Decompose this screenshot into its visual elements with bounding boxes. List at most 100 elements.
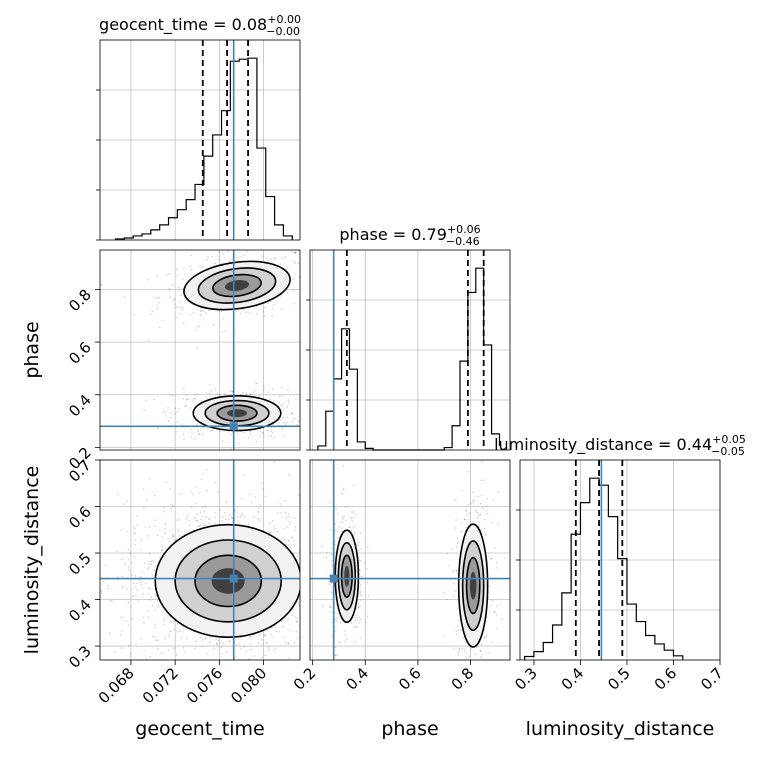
sample-point <box>231 258 233 260</box>
sample-point <box>287 642 290 644</box>
sample-point <box>223 393 226 395</box>
sample-point <box>469 648 472 650</box>
sample-point <box>491 599 494 602</box>
sample-point <box>197 525 199 528</box>
sample-point <box>214 262 216 265</box>
sample-point <box>176 274 179 277</box>
sample-point <box>318 604 320 606</box>
sample-point <box>127 601 130 604</box>
sample-point <box>143 621 145 624</box>
y-tick-label: 0.4 <box>65 596 95 626</box>
sample-point <box>316 541 318 543</box>
sample-point <box>320 533 322 535</box>
sample-point <box>337 402 339 404</box>
sample-point <box>329 528 331 531</box>
sample-point <box>334 654 337 656</box>
panel-frame <box>99 459 301 661</box>
sample-point <box>343 630 346 632</box>
sample-point <box>170 630 172 632</box>
sample-point <box>295 630 298 633</box>
sample-point <box>204 637 207 639</box>
sample-point <box>235 310 238 312</box>
sample-point <box>328 565 330 567</box>
sample-point <box>342 464 345 467</box>
sample-point <box>177 286 180 289</box>
sample-point <box>304 420 306 422</box>
x-tick-label: 0.5 <box>604 664 634 694</box>
sample-point <box>303 612 305 614</box>
sample-point <box>195 502 197 504</box>
sample-point <box>239 516 242 519</box>
sample-point <box>360 548 363 550</box>
sample-point <box>221 262 223 264</box>
sample-point <box>294 525 297 528</box>
sample-point <box>268 398 271 401</box>
sample-point <box>158 301 161 304</box>
sample-point <box>283 527 286 530</box>
sample-point <box>493 611 496 613</box>
sample-point <box>194 666 196 668</box>
sample-point <box>484 532 487 535</box>
sample-point <box>281 620 284 622</box>
sample-point <box>157 427 159 429</box>
x-tick-label: 0.2 <box>290 664 320 694</box>
sample-point <box>258 517 261 520</box>
sample-point <box>325 556 328 559</box>
x-axis-label: phase <box>381 718 438 740</box>
sample-point <box>136 588 138 591</box>
sample-point <box>472 688 474 690</box>
sample-point <box>217 702 219 704</box>
sample-point <box>250 393 252 395</box>
sample-point <box>165 481 168 484</box>
sample-point <box>481 655 483 657</box>
sample-point <box>143 587 145 589</box>
sample-point <box>337 512 340 515</box>
sample-point <box>307 529 309 531</box>
sample-point <box>178 300 181 303</box>
sample-point <box>207 517 210 520</box>
sample-point <box>129 652 132 655</box>
sample-point <box>180 294 182 297</box>
sample-point <box>86 628 88 630</box>
sample-point <box>360 532 362 534</box>
sample-point <box>122 585 124 587</box>
sample-point <box>283 625 285 627</box>
sample-point <box>223 511 226 514</box>
sample-point <box>285 422 287 424</box>
sample-point <box>229 433 232 436</box>
sample-point <box>273 461 275 463</box>
sample-point <box>157 604 160 606</box>
sample-point <box>170 508 173 510</box>
sample-point <box>167 406 169 409</box>
sample-point <box>196 325 198 328</box>
sample-point <box>356 607 358 610</box>
sample-point <box>243 474 245 477</box>
sample-point <box>357 544 360 547</box>
sample-point <box>185 398 188 401</box>
sample-point <box>198 525 201 527</box>
truth-marker <box>229 574 238 583</box>
sample-point <box>155 565 157 568</box>
sample-point <box>315 576 317 578</box>
sample-point <box>354 626 357 629</box>
sample-point <box>109 600 111 603</box>
sample-point <box>262 488 265 490</box>
sample-point <box>198 265 201 267</box>
sample-point <box>488 652 490 654</box>
sample-point <box>156 639 159 642</box>
sample-point <box>171 703 173 705</box>
sample-point <box>359 592 362 595</box>
sample-point <box>208 383 211 386</box>
sample-point <box>154 626 157 628</box>
sample-point <box>340 492 343 494</box>
sample-point <box>365 621 368 624</box>
sample-point <box>108 632 111 635</box>
sample-point <box>307 536 309 538</box>
sample-point <box>484 519 486 521</box>
histogram-luminosity_distance <box>524 477 684 660</box>
sample-point <box>247 523 249 526</box>
sample-point <box>197 669 199 671</box>
sample-point <box>329 604 331 606</box>
sample-point <box>447 565 450 567</box>
sample-point <box>127 624 130 627</box>
